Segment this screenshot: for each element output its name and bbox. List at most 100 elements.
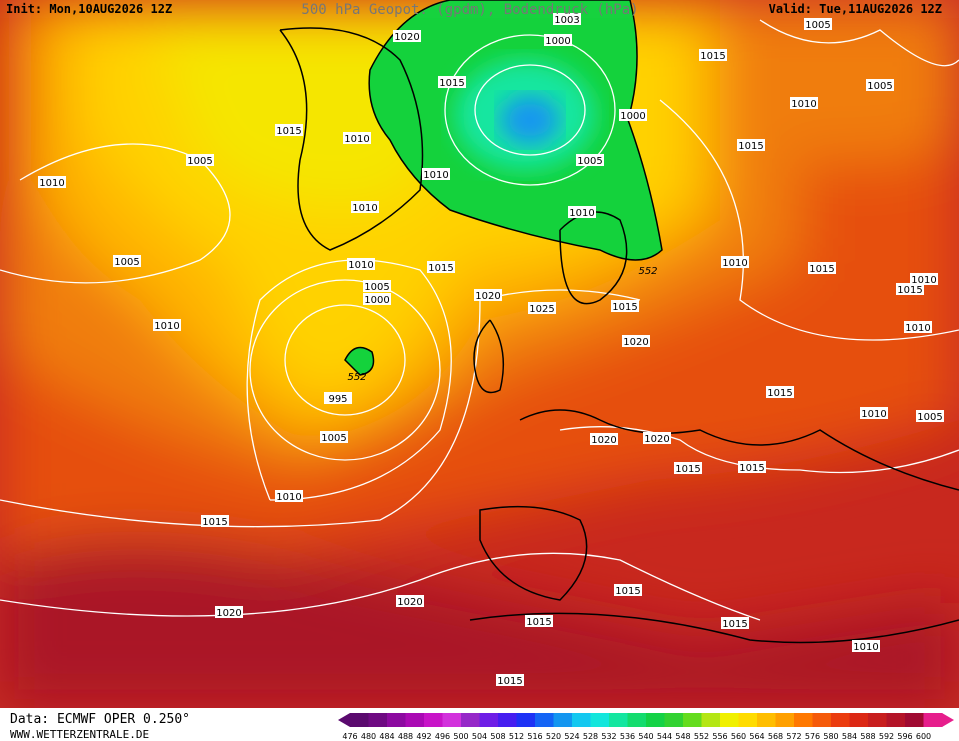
- isobar-label: 1005: [577, 156, 602, 167]
- isobar-label: 1005: [805, 20, 830, 31]
- legend-swatch: [683, 713, 702, 727]
- legend-label: 500: [453, 732, 468, 741]
- isobar-label: 1020: [475, 291, 500, 302]
- legend-label: 524: [564, 732, 579, 741]
- label-box: [614, 584, 642, 596]
- isobar-label: 552: [638, 266, 657, 277]
- isobar-label: 1020: [644, 434, 669, 445]
- isobar-label: 1003: [554, 15, 579, 26]
- init-time: Init: Mon,10AUG2026 12Z: [6, 2, 172, 16]
- label-box: [804, 18, 832, 30]
- legend-swatch: [646, 713, 665, 727]
- isobar-label: 1005: [114, 257, 139, 268]
- isobar-label: 1025: [529, 304, 554, 315]
- isobar-label: 1020: [216, 608, 241, 619]
- color-legend: 476 480 484 488 492 496 500 504 508 512 516 520 524 5…: [338, 713, 954, 741]
- isobar-label: 1005: [187, 156, 212, 167]
- legend-swatch: [905, 713, 924, 727]
- isobar-label: 1010: [905, 323, 930, 334]
- legend-arrow-left: [338, 713, 350, 727]
- legend-label: 512: [509, 732, 524, 741]
- isobar-label: 1010: [423, 170, 448, 181]
- isobar-label: 1015: [612, 302, 637, 313]
- label-box: [363, 293, 391, 305]
- label-box: [619, 109, 647, 121]
- isobar-label: 1010: [569, 208, 594, 219]
- label-box: [790, 97, 818, 109]
- isobar-label: 1015: [767, 388, 792, 399]
- label-box: [215, 606, 243, 618]
- label-box: [153, 319, 181, 331]
- label-box: [396, 595, 424, 607]
- legend-label: 560: [731, 732, 746, 741]
- isobar-label: 1010: [348, 260, 373, 271]
- isobar-label: 1010: [853, 642, 878, 653]
- isobar-label: 1020: [591, 435, 616, 446]
- legend-swatch: [405, 713, 425, 727]
- isobar-label: 1010: [911, 275, 936, 286]
- isobar-label: 1015: [738, 141, 763, 152]
- legend-label: 556: [712, 732, 727, 741]
- legend-swatch: [627, 713, 647, 727]
- label-box: [438, 76, 466, 88]
- legend-swatch: [738, 713, 758, 727]
- label-box: [904, 321, 932, 333]
- legend-swatch: [849, 713, 869, 727]
- label-box: [590, 433, 618, 445]
- label-box: [643, 432, 671, 444]
- label-box: [347, 258, 375, 270]
- legend-swatch: [590, 713, 610, 727]
- legend-label: 588: [860, 732, 875, 741]
- isobar-label: 1015: [615, 586, 640, 597]
- legend-swatch: [368, 713, 388, 727]
- legend-swatch: [664, 713, 684, 727]
- label-box: [808, 262, 836, 274]
- label-box: [622, 335, 650, 347]
- isobar-label: 1005: [867, 81, 892, 92]
- isobar-label: 1015: [439, 78, 464, 89]
- isobar-label: 1015: [526, 617, 551, 628]
- legend-label: 484: [379, 732, 394, 741]
- isobar-label: 1020: [394, 32, 419, 43]
- legend-label: 516: [527, 732, 542, 741]
- label-box: [343, 132, 371, 144]
- legend-label: 488: [398, 732, 413, 741]
- isobar-label: 995: [328, 394, 347, 405]
- legend-swatch: [775, 713, 795, 727]
- legend-swatch: [461, 713, 480, 727]
- label-box: [275, 490, 303, 502]
- legend-swatch: [794, 713, 813, 727]
- isobar-label: 1015: [675, 464, 700, 475]
- isobars: [0, 19, 959, 621]
- legend-swatch: [720, 713, 739, 727]
- website: WWW.WETTERZENTRALE.DE: [10, 728, 149, 741]
- legend-swatch: [553, 713, 573, 727]
- legend-label: 540: [638, 732, 653, 741]
- valid-time: Valid: Tue,11AUG2026 12Z: [769, 2, 942, 16]
- legend-label: 536: [620, 732, 635, 741]
- label-box: [422, 168, 450, 180]
- isobar-label: 1005: [917, 412, 942, 423]
- legend-swatch: [701, 713, 721, 727]
- label-box: [721, 256, 749, 268]
- label-box: [568, 206, 596, 218]
- legend-label: 496: [435, 732, 450, 741]
- label-box: [738, 461, 766, 473]
- isobar-label: 552: [347, 372, 366, 383]
- legend-label: 600: [916, 732, 931, 741]
- label-box: [201, 515, 229, 527]
- isobar-label: 1000: [545, 36, 570, 47]
- label-box: [351, 201, 379, 213]
- legend-swatch: [350, 713, 369, 727]
- legend-swatch: [609, 713, 628, 727]
- label-box: [910, 273, 938, 285]
- legend-label: 568: [768, 732, 783, 741]
- isobar-label: 1000: [620, 111, 645, 122]
- legend-label: 476: [342, 732, 357, 741]
- legend-swatch: [923, 713, 943, 727]
- label-box: [320, 431, 348, 443]
- isobar-label: 1015: [202, 517, 227, 528]
- isobar-label: 1015: [497, 676, 522, 687]
- legend-label: 548: [675, 732, 690, 741]
- isobar-label: 1005: [321, 433, 346, 444]
